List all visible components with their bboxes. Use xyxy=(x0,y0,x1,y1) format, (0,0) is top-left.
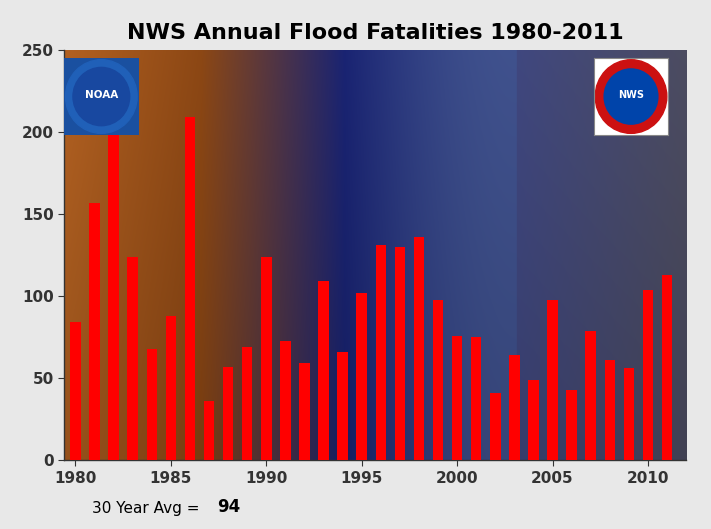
Bar xyxy=(662,275,673,460)
Bar xyxy=(547,299,557,460)
Bar xyxy=(261,257,272,460)
Bar xyxy=(337,352,348,460)
Bar xyxy=(356,293,367,460)
Bar xyxy=(567,390,577,460)
Text: 30 Year Avg =: 30 Year Avg = xyxy=(92,501,205,516)
Title: NWS Annual Flood Fatalities 1980-2011: NWS Annual Flood Fatalities 1980-2011 xyxy=(127,23,624,43)
Bar xyxy=(395,247,405,460)
Bar xyxy=(299,363,310,460)
Bar xyxy=(414,237,424,460)
Bar xyxy=(185,117,196,460)
Bar xyxy=(166,316,176,460)
Bar xyxy=(375,245,386,460)
Circle shape xyxy=(65,60,137,133)
Bar xyxy=(204,401,214,460)
Text: NWS: NWS xyxy=(618,90,644,100)
Text: 94: 94 xyxy=(217,498,240,516)
Bar xyxy=(490,393,501,460)
Bar xyxy=(452,335,462,460)
Bar xyxy=(528,380,539,460)
Bar xyxy=(471,338,481,460)
Bar xyxy=(242,347,252,460)
Bar xyxy=(70,323,80,460)
Bar xyxy=(90,203,100,460)
Bar xyxy=(509,355,520,460)
Bar xyxy=(585,331,596,460)
Bar xyxy=(433,299,443,460)
Bar xyxy=(319,281,328,460)
Text: NOAA: NOAA xyxy=(85,90,118,100)
Bar xyxy=(108,132,119,460)
Bar xyxy=(643,290,653,460)
Circle shape xyxy=(604,69,658,124)
Bar xyxy=(604,360,615,460)
Bar xyxy=(223,367,233,460)
Circle shape xyxy=(595,60,667,133)
Bar xyxy=(624,368,634,460)
Bar xyxy=(146,349,157,460)
Bar xyxy=(280,341,291,460)
Circle shape xyxy=(73,67,129,126)
Bar xyxy=(127,257,138,460)
